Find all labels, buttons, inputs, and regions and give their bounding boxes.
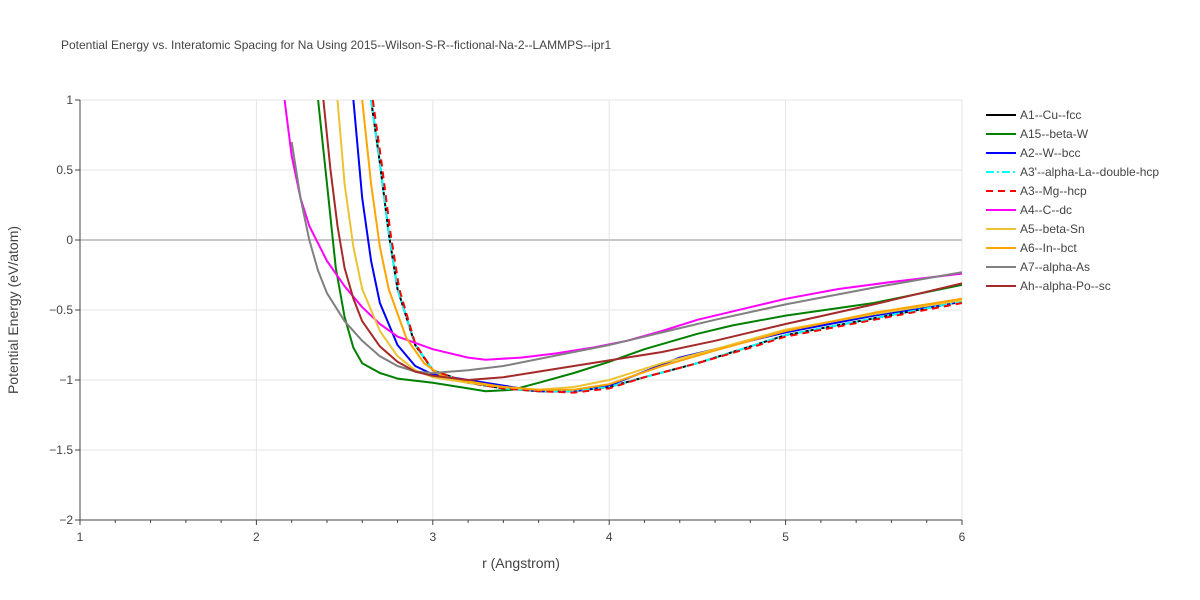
axes: 1 2 3 4 5 6 −2 −1.5 −1 −0.5 0 0.5 1 [49,93,965,544]
x-tick-label: 2 [253,530,260,544]
legend-item[interactable]: A1--Cu--fcc [986,108,1081,122]
series-line-3 [370,100,962,393]
legend-label: A2--W--bcc [1020,146,1080,160]
series-line-7 [361,100,962,391]
y-tick-label: 0.5 [56,163,73,177]
legend-item[interactable]: A2--W--bcc [986,146,1080,160]
legend-item[interactable]: A3--Mg--hcp [986,184,1087,198]
chart-title: Potential Energy vs. Interatomic Spacing… [61,38,612,52]
series-line-5 [283,100,962,361]
legend-item[interactable]: A7--alpha-As [986,260,1090,274]
legend-label: A7--alpha-As [1020,260,1090,274]
x-tick-label: 5 [782,530,789,544]
y-tick-label: −1 [59,373,73,387]
y-tick-label: 1 [66,93,73,107]
y-tick-label: −1.5 [49,443,73,457]
series-line-6 [336,100,962,391]
series-line-8 [290,141,962,374]
x-tick-label: 4 [606,530,613,544]
legend-label: A3'--alpha-La--double-hcp [1020,165,1159,179]
x-tick-label: 1 [77,530,84,544]
legend-item[interactable]: A4--C--dc [986,203,1072,217]
x-tick-label: 3 [429,530,436,544]
legend[interactable]: A1--Cu--fcc A15--beta-W A2--W--bcc A3'--alp… [986,108,1159,293]
series-line-1 [317,100,962,393]
y-tick-label: −0.5 [49,303,73,317]
legend-label: A4--C--dc [1020,203,1072,217]
legend-label: Ah--alpha-Po--sc [1020,279,1111,293]
grid-lines [80,99,963,520]
legend-label: A5--beta-Sn [1020,222,1085,236]
x-tick-label: 6 [959,530,966,544]
y-tick-label: 0 [66,233,73,247]
legend-item[interactable]: A3'--alpha-La--double-hcp [986,165,1159,179]
series-line-0 [370,100,962,393]
y-axis-title: Potential Energy (eV/atom) [5,226,21,394]
legend-label: A6--In--bct [1020,241,1077,255]
legend-item[interactable]: A6--In--bct [986,241,1077,255]
series-line-9 [322,100,962,381]
legend-item[interactable]: A5--beta-Sn [986,222,1085,236]
legend-label: A15--beta-W [1020,127,1089,141]
x-axis-title: r (Angstrom) [482,555,560,571]
y-tick-label: −2 [59,513,73,527]
legend-label: A3--Mg--hcp [1020,184,1087,198]
legend-item[interactable]: Ah--alpha-Po--sc [986,279,1111,293]
legend-label: A1--Cu--fcc [1020,108,1081,122]
series-lines [283,100,962,394]
series-line-2 [352,100,962,393]
series-line-4 [371,100,962,394]
legend-item[interactable]: A15--beta-W [986,127,1089,141]
